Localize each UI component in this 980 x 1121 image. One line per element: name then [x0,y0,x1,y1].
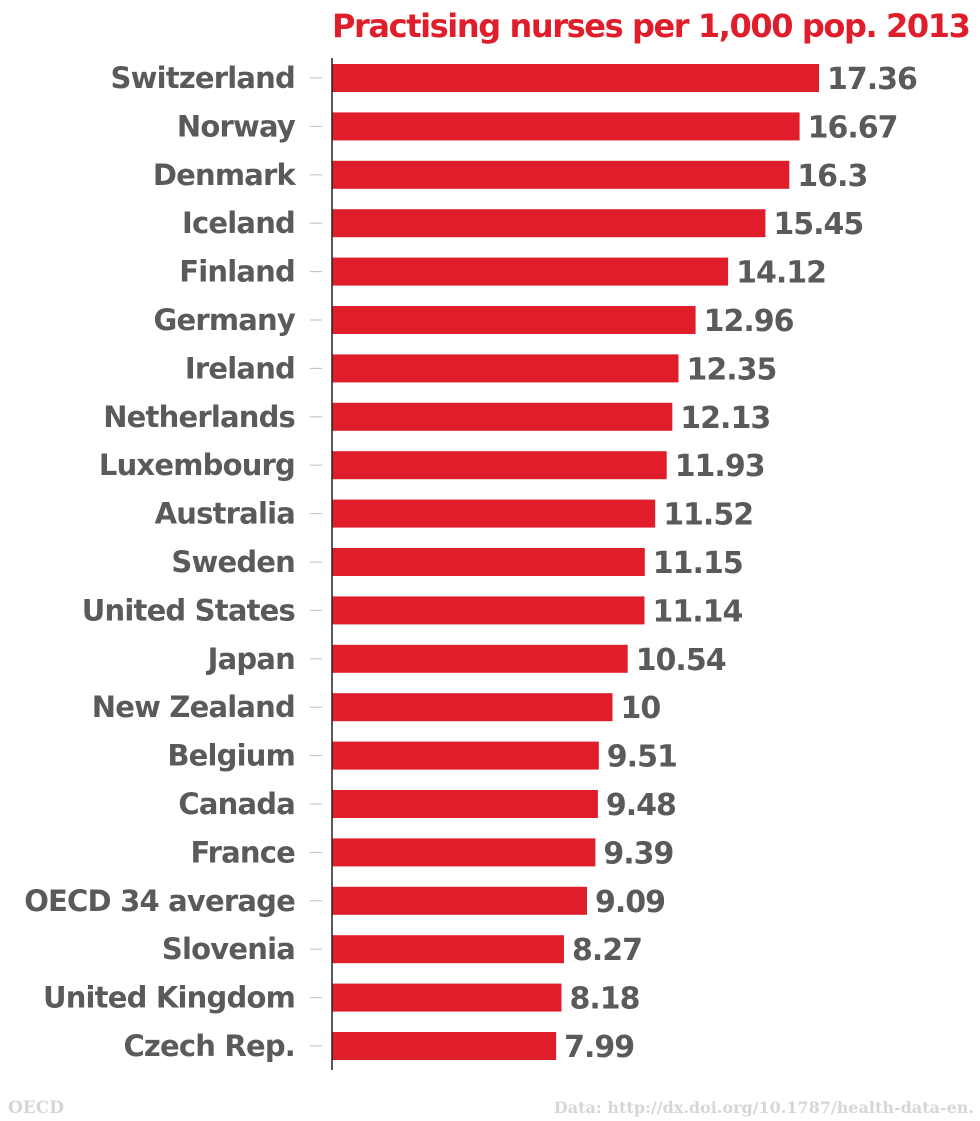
category-label: Australia [155,497,295,531]
value-label: 12.35 [687,352,777,387]
category-label: United Kingdom [43,981,295,1015]
category-label: Switzerland [111,61,295,95]
category-label: Canada [178,787,295,821]
value-label: 15.45 [773,207,863,242]
bar-11 [332,596,645,625]
value-label: 11.14 [653,594,743,629]
bar-8 [332,451,667,480]
category-label: Sweden [171,545,295,579]
bar-9 [332,499,656,528]
bar-13 [332,693,613,722]
value-label: 8.27 [572,933,642,968]
bar-10 [332,548,645,576]
value-label: 11.52 [663,498,753,533]
category-label: Norway [177,109,296,143]
value-label: 10 [621,691,661,726]
bar-1 [332,112,800,141]
category-label: Ireland [185,351,295,385]
source-credit: OECD [8,1098,65,1118]
category-label: Netherlands [103,400,295,434]
value-label: 17.36 [827,62,917,97]
value-label: 7.99 [564,1030,634,1065]
bar-2 [332,160,790,189]
chart-title: Practising nurses per 1,000 pop. 2013 [332,7,971,45]
value-label: 14.12 [736,256,826,291]
bar-19 [332,983,562,1012]
category-label: United States [82,593,295,627]
category-labels: Switzerland Norway Denmark Iceland Finland Ge… [24,61,297,1063]
category-label: Germany [153,303,295,337]
bar-17 [332,886,587,915]
value-label: 9.48 [606,788,676,823]
bar-6 [332,354,679,383]
category-label: Iceland [182,206,295,240]
bar-5 [332,306,696,334]
value-label: 12.13 [680,401,770,436]
value-label: 9.51 [607,740,677,775]
category-label: Czech Rep. [123,1029,295,1063]
value-label: 16.67 [808,110,898,145]
value-label: 11.15 [653,546,743,581]
category-label: Slovenia [162,932,295,966]
category-label: Luxembourg [99,448,295,482]
value-label: 9.39 [603,836,673,871]
value-label: 8.18 [570,982,640,1017]
bars [332,64,819,1060]
category-label: Denmark [153,158,297,192]
bar-12 [332,644,628,673]
bar-20 [332,1032,557,1060]
bar-15 [332,790,598,818]
bar-7 [332,402,673,431]
value-label: 9.09 [595,885,665,920]
value-label: 12.96 [704,304,794,339]
value-label: 10.54 [636,643,726,678]
value-labels: 17.36 16.67 16.3 15.45 14.12 12.96 12.35 12.13 1… [564,62,918,1065]
bar-chart: Switzerland Norway Denmark Iceland Finland Ge… [24,58,918,1070]
category-label: New Zealand [92,690,295,724]
bar-0 [332,64,819,92]
category-label: Belgium [167,739,295,773]
bar-18 [332,935,564,964]
bar-4 [332,257,729,286]
category-label: France [190,835,295,869]
category-label: Japan [206,642,295,676]
bar-3 [332,209,766,238]
value-label: 16.3 [797,159,867,194]
category-label: OECD 34 average [24,884,295,918]
value-label: 11.93 [675,449,765,484]
bar-16 [332,838,596,867]
bar-14 [332,741,599,770]
tick-marks [310,77,322,1047]
data-source-link[interactable]: Data: http://dx.doi.org/10.1787/health-d… [553,1098,974,1117]
category-label: Finland [179,255,295,289]
